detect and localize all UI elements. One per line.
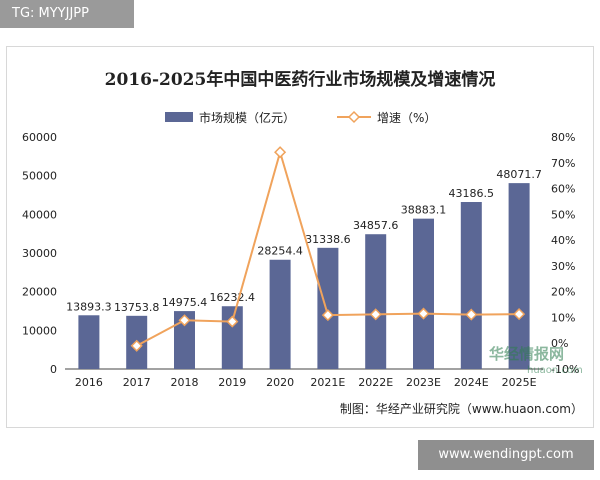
growth-point <box>465 308 478 321</box>
bar <box>174 311 195 369</box>
x-tick-label: 2022E <box>358 376 393 389</box>
growth-point <box>321 309 334 322</box>
y-right-axis-ticks: -10% 0% 10% 20% 30% 40% 50% 60% 70% 80% <box>551 131 579 376</box>
bar-data-label: 38883.1 <box>401 204 447 217</box>
growth-point <box>417 307 430 320</box>
y-right-tick-label: -10% <box>551 363 579 376</box>
bar-data-label: 14975.4 <box>162 296 208 309</box>
growth-line-series <box>130 146 526 352</box>
y-right-tick-label: 30% <box>551 260 575 273</box>
x-axis-ticks: 2016 2017 2018 2019 2020 2021E 2022E 2023E 2024E… <box>75 376 537 389</box>
watermark-sub: huaon.com <box>527 365 583 376</box>
watermark-text: 华经情报网 <box>489 345 564 363</box>
bar <box>317 247 339 369</box>
x-tick-label: 2021E <box>310 376 345 389</box>
bar-data-label: 16232.4 <box>210 291 256 304</box>
y-right-tick-label: 70% <box>551 157 575 170</box>
growth-point <box>178 314 191 327</box>
bar <box>269 259 291 369</box>
bar-data-labels: 13893.3 13753.8 14975.4 16232.4 28254.431338… <box>66 168 542 314</box>
growth-point <box>274 146 287 159</box>
y-right-tick-label: 40% <box>551 234 575 247</box>
bar-data-label: 34857.6 <box>353 219 399 232</box>
bar-data-label: 43186.5 <box>449 187 495 200</box>
chart-frame: 2016-2025年中国中医药行业市场规模及增速情况 市场规模（亿元） 增速（%… <box>6 46 594 428</box>
x-tick-label: 2025E <box>502 376 537 389</box>
bar-series <box>78 183 530 369</box>
x-tick-label: 2023E <box>406 376 441 389</box>
legend-bar-label: 市场规模（亿元） <box>199 110 295 125</box>
y-left-tick-label: 0 <box>50 363 57 376</box>
bar <box>413 218 434 369</box>
growth-point <box>226 315 239 328</box>
y-right-tick-label: 50% <box>551 208 575 221</box>
growth-point <box>513 308 526 321</box>
watermark: 华经情报网 huaon.com <box>489 345 583 376</box>
bar-data-label: 13893.3 <box>66 300 112 313</box>
y-right-tick-label: 0% <box>551 337 568 350</box>
y-left-tick-label: 50000 <box>22 170 57 183</box>
y-left-tick-label: 60000 <box>22 131 57 144</box>
bar-data-label: 28254.4 <box>257 245 303 258</box>
y-left-tick-label: 10000 <box>22 324 57 337</box>
x-tick-label: 2019 <box>218 376 246 389</box>
bar-data-label: 13753.8 <box>114 301 160 314</box>
y-left-tick-label: 40000 <box>22 208 57 221</box>
y-left-tick-label: 30000 <box>22 247 57 260</box>
y-right-tick-label: 20% <box>551 286 575 299</box>
x-tick-label: 2024E <box>454 376 489 389</box>
legend-line-marker <box>347 110 361 124</box>
bar <box>78 315 100 369</box>
legend-bar-swatch <box>165 112 193 122</box>
chart-title: 2016-2025年中国中医药行业市场规模及增速情况 <box>105 69 496 90</box>
bar <box>460 202 482 369</box>
y-left-tick-label: 20000 <box>22 286 57 299</box>
y-right-tick-label: 10% <box>551 311 575 324</box>
source-credit: 制图：华经产业研究院（www.huaon.com） <box>340 401 583 416</box>
bar <box>365 234 387 369</box>
growth-point <box>130 339 143 352</box>
site-badge: www.wendingpt.com <box>418 440 594 470</box>
growth-point <box>369 308 382 321</box>
legend-line-label: 增速（%） <box>377 111 436 125</box>
x-tick-label: 2018 <box>171 376 199 389</box>
x-tick-label: 2017 <box>123 376 151 389</box>
bar-data-label: 48071.7 <box>496 168 542 181</box>
x-tick-label: 2016 <box>75 376 103 389</box>
bar-data-label: 31338.6 <box>305 233 351 246</box>
bar <box>508 183 530 369</box>
y-left-axis-ticks: 0 10000 20000 30000 40000 50000 60000 <box>22 131 57 376</box>
x-tick-label: 2020 <box>266 376 294 389</box>
y-right-tick-label: 80% <box>551 131 575 144</box>
y-right-tick-label: 60% <box>551 183 575 196</box>
source-tag: TG: MYYJJPP <box>0 0 134 28</box>
legend: 市场规模（亿元） 增速（%） <box>165 110 436 125</box>
chart: 2016-2025年中国中医药行业市场规模及增速情况 市场规模（亿元） 增速（%… <box>22 69 583 416</box>
